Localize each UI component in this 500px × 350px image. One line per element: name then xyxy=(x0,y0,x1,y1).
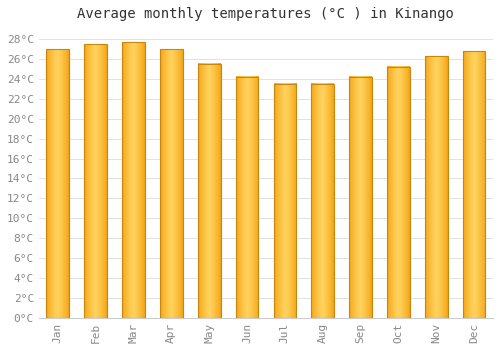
Bar xyxy=(425,56,448,318)
Bar xyxy=(122,42,145,318)
Title: Average monthly temperatures (°C ) in Kinango: Average monthly temperatures (°C ) in Ki… xyxy=(78,7,454,21)
Bar xyxy=(387,67,410,318)
Bar xyxy=(274,84,296,318)
Bar xyxy=(349,77,372,318)
Bar xyxy=(463,51,485,318)
Bar xyxy=(84,44,107,318)
Bar xyxy=(198,64,220,318)
Bar xyxy=(236,77,258,318)
Bar xyxy=(312,84,334,318)
Bar xyxy=(46,49,69,318)
Bar xyxy=(160,49,182,318)
